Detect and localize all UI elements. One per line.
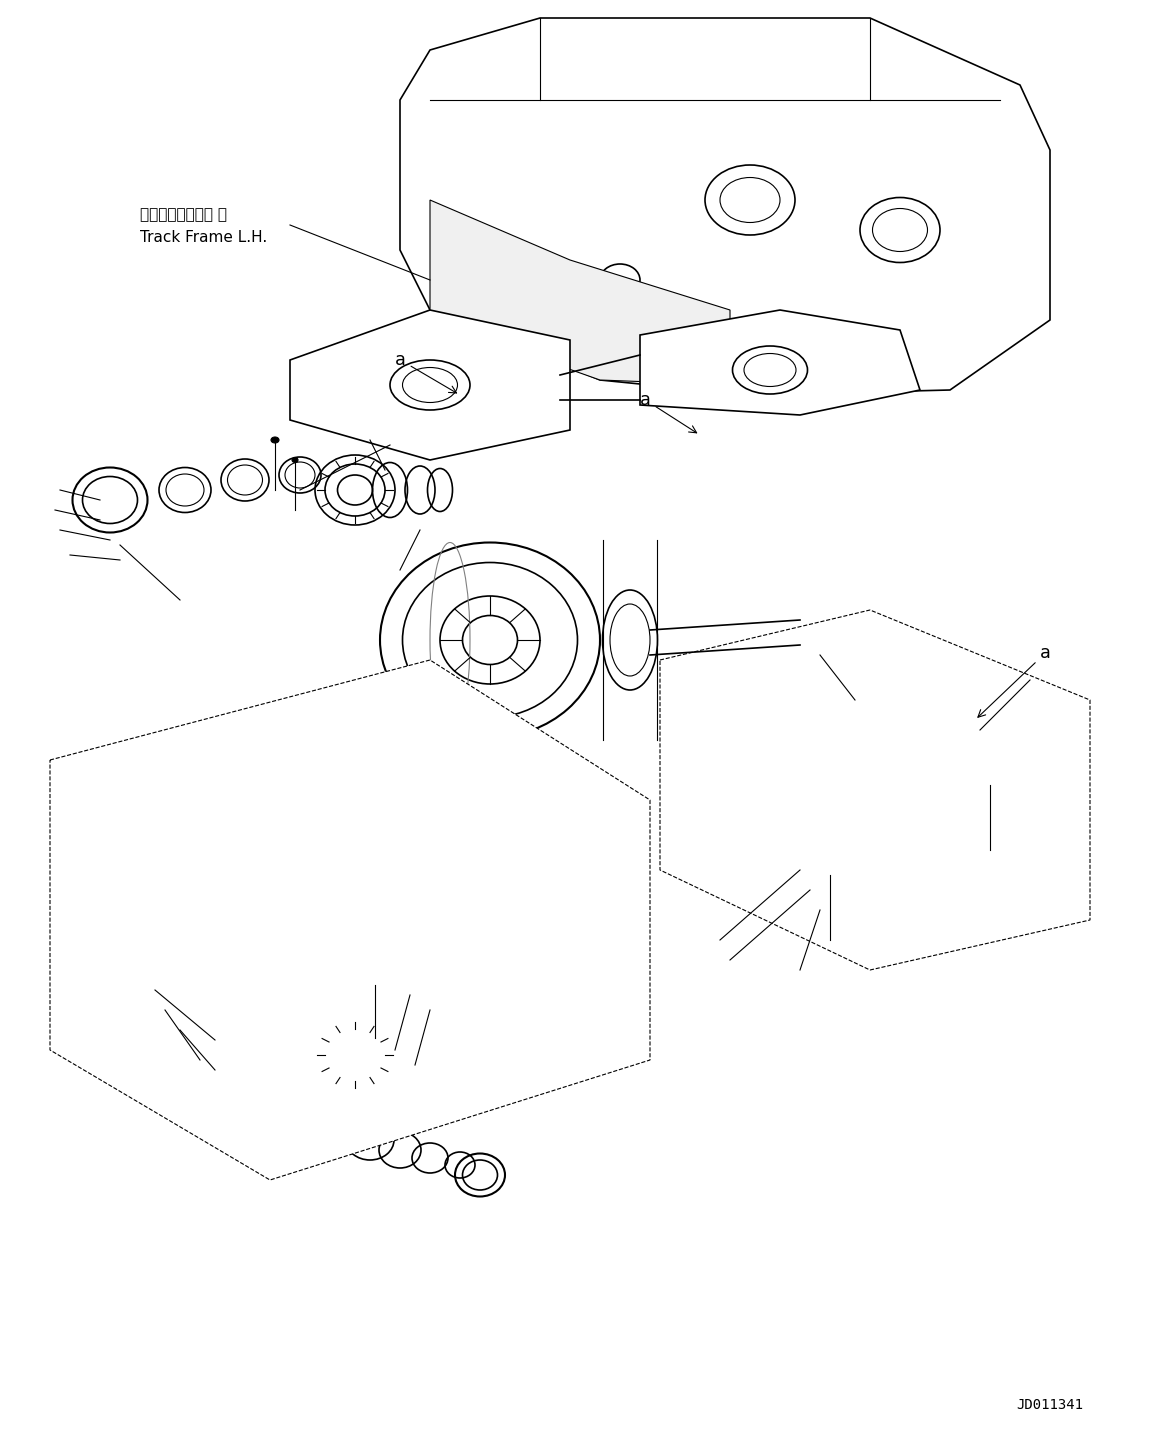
Polygon shape [400,19,1050,395]
Text: JD011341: JD011341 [1016,1398,1084,1412]
Ellipse shape [986,851,994,858]
Text: トラックフレーム 左: トラックフレーム 左 [140,207,227,223]
Polygon shape [640,311,920,416]
Polygon shape [290,311,570,460]
Polygon shape [430,200,730,385]
Polygon shape [759,700,980,800]
Polygon shape [659,610,1090,971]
Ellipse shape [292,457,298,463]
Ellipse shape [407,992,413,998]
Polygon shape [770,795,890,874]
Text: a: a [640,391,697,433]
Ellipse shape [371,982,379,988]
Text: Track Frame L.H.: Track Frame L.H. [140,230,267,246]
Polygon shape [50,660,650,1181]
Text: a: a [978,644,1051,718]
Ellipse shape [271,437,279,443]
Ellipse shape [825,936,835,943]
Text: a: a [395,351,457,393]
